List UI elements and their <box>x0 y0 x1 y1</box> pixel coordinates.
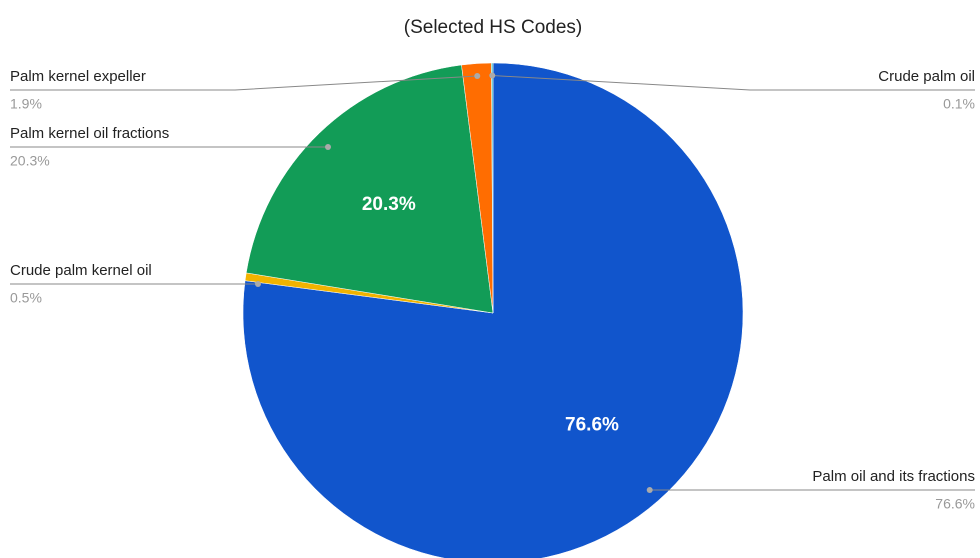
value-label: 20.3% <box>10 153 50 169</box>
value-label: 1.9% <box>10 96 42 112</box>
slice-label: 76.6% <box>565 415 619 436</box>
legend-label: Crude palm oil <box>878 68 975 85</box>
legend-label: Crude palm kernel oil <box>10 262 152 279</box>
leader-line <box>492 75 975 91</box>
leader-dot <box>489 72 496 79</box>
leader-dot <box>474 73 481 80</box>
pie-slice <box>491 62 494 314</box>
chart-title: (Selected HS Codes) <box>404 17 582 38</box>
value-label: 76.6% <box>935 496 975 512</box>
legend-label: Palm kernel expeller <box>10 68 146 85</box>
pie-slice <box>245 64 494 314</box>
legend-label: Palm oil and its fractions <box>812 468 975 485</box>
leader-dot <box>646 487 653 493</box>
value-label: 0.5% <box>10 290 42 306</box>
leader-line <box>10 75 478 91</box>
value-label: 0.1% <box>943 96 975 112</box>
slice-label: 20.3% <box>362 194 416 215</box>
leader-dot <box>325 144 332 150</box>
leader-dot <box>255 281 262 287</box>
legend-label: Palm kernel oil fractions <box>10 125 169 142</box>
